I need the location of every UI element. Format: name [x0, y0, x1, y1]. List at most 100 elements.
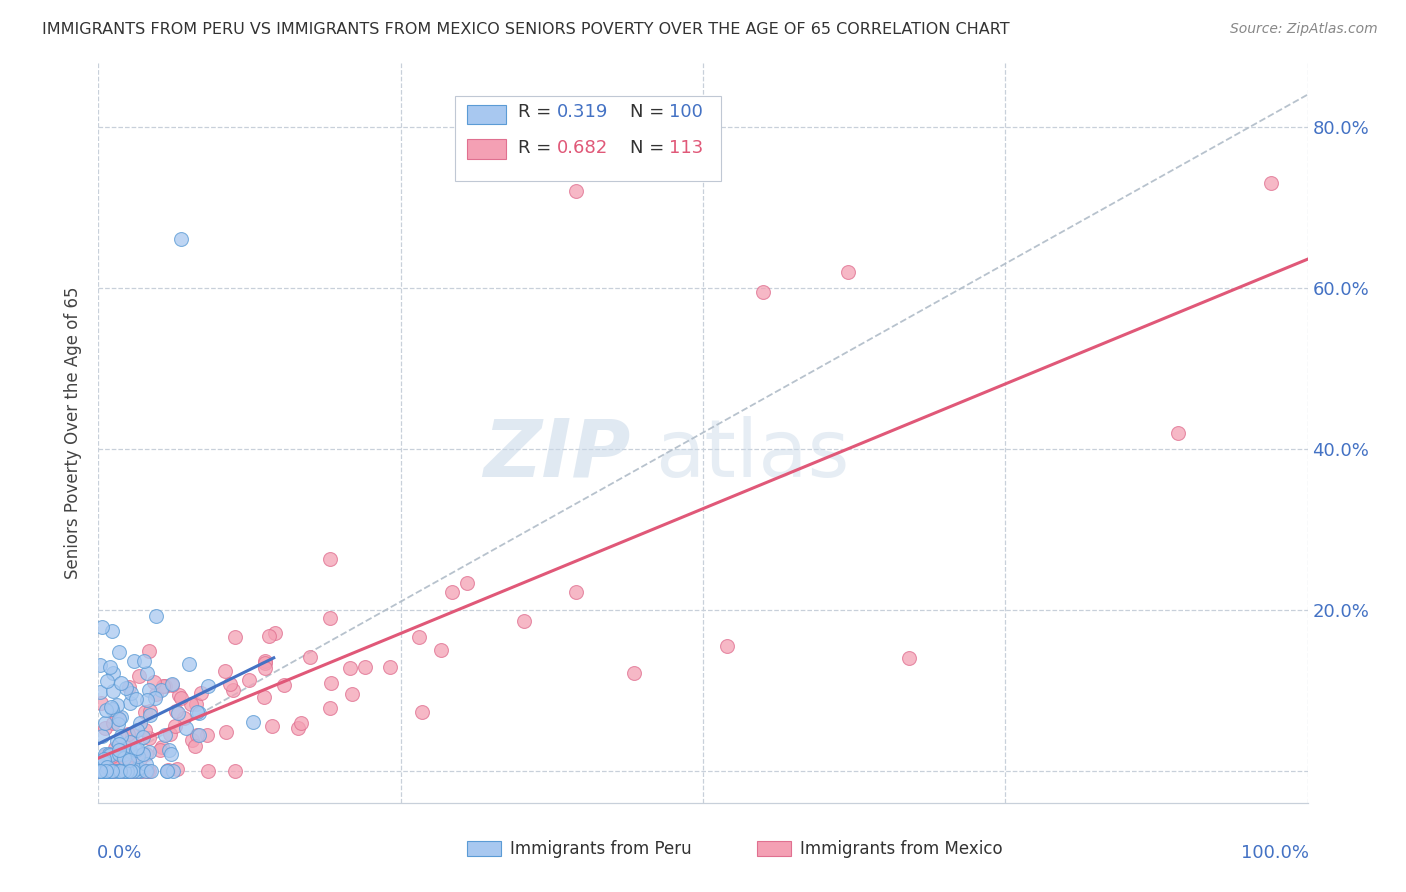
- Point: [94, 703, 117, 717]
- Point: [319, 676, 342, 690]
- Point: [127, 723, 149, 737]
- Y-axis label: Seniors Poverty Over the Age of 65: Seniors Poverty Over the Age of 65: [65, 286, 83, 579]
- Point: [169, 688, 191, 702]
- Point: [101, 716, 124, 731]
- Point: [342, 687, 364, 701]
- Point: [188, 706, 211, 720]
- Point: [125, 764, 148, 778]
- Point: [186, 697, 208, 711]
- Point: [257, 629, 280, 643]
- Point: [319, 552, 342, 566]
- Point: [101, 666, 124, 681]
- Point: [125, 764, 148, 778]
- Point: [121, 764, 143, 778]
- Text: Immigrants from Mexico: Immigrants from Mexico: [800, 839, 1002, 858]
- Point: [149, 743, 172, 757]
- Point: [131, 747, 153, 762]
- Point: [93, 764, 115, 778]
- Point: [142, 674, 165, 689]
- Point: [89, 657, 111, 672]
- Point: [565, 184, 588, 198]
- Point: [195, 728, 218, 742]
- Point: [238, 673, 260, 688]
- Point: [96, 764, 118, 778]
- Point: [145, 608, 167, 623]
- Point: [339, 661, 361, 675]
- Point: [263, 626, 285, 640]
- Point: [118, 753, 141, 767]
- Point: [186, 706, 208, 720]
- Point: [96, 764, 118, 778]
- Point: [114, 739, 136, 754]
- Point: [136, 666, 159, 681]
- Text: ZIP: ZIP: [484, 416, 630, 494]
- Point: [90, 729, 112, 743]
- Point: [299, 649, 322, 664]
- Point: [128, 669, 150, 683]
- Point: [108, 713, 131, 727]
- Point: [110, 710, 132, 724]
- Point: [319, 701, 342, 715]
- Point: [134, 723, 156, 737]
- Point: [120, 696, 142, 710]
- Point: [290, 716, 312, 731]
- Point: [197, 679, 219, 693]
- Point: [440, 585, 463, 599]
- Point: [112, 747, 135, 762]
- Point: [190, 686, 212, 700]
- Point: [115, 764, 138, 778]
- Point: [90, 764, 112, 778]
- Point: [101, 764, 124, 778]
- Point: [173, 711, 195, 725]
- Point: [134, 654, 156, 668]
- Point: [120, 764, 142, 778]
- Point: [91, 764, 114, 778]
- Point: [188, 728, 211, 742]
- Point: [110, 676, 132, 690]
- Point: [155, 764, 177, 778]
- Point: [112, 764, 135, 778]
- Point: [253, 661, 276, 675]
- Point: [93, 764, 115, 778]
- Point: [108, 738, 131, 752]
- Point: [219, 677, 242, 691]
- Point: [221, 682, 243, 697]
- Point: [165, 704, 187, 718]
- Bar: [467, 841, 501, 856]
- Point: [125, 764, 148, 778]
- Point: [89, 764, 111, 778]
- Point: [180, 697, 202, 711]
- Point: [167, 706, 190, 720]
- Point: [91, 764, 114, 778]
- Point: [117, 727, 139, 741]
- Point: [224, 630, 246, 644]
- Point: [118, 744, 141, 758]
- Point: [141, 764, 163, 778]
- Point: [112, 764, 135, 778]
- Point: [513, 615, 536, 629]
- Point: [181, 733, 204, 747]
- Point: [100, 748, 122, 763]
- Point: [110, 764, 132, 778]
- Point: [96, 760, 118, 774]
- Point: [565, 585, 588, 599]
- Point: [114, 764, 136, 778]
- Point: [108, 764, 131, 778]
- Point: [1167, 426, 1189, 441]
- Point: [224, 764, 246, 778]
- Point: [91, 764, 114, 778]
- Point: [145, 691, 167, 706]
- Point: [214, 664, 236, 678]
- Point: [120, 735, 142, 749]
- Point: [100, 624, 122, 638]
- Point: [94, 722, 117, 736]
- Point: [108, 759, 131, 773]
- Point: [105, 710, 128, 724]
- Point: [115, 681, 138, 695]
- Point: [260, 719, 283, 733]
- Text: 0.0%: 0.0%: [97, 844, 142, 862]
- Point: [120, 764, 142, 778]
- Point: [129, 716, 152, 731]
- Point: [138, 746, 160, 760]
- Point: [378, 660, 401, 674]
